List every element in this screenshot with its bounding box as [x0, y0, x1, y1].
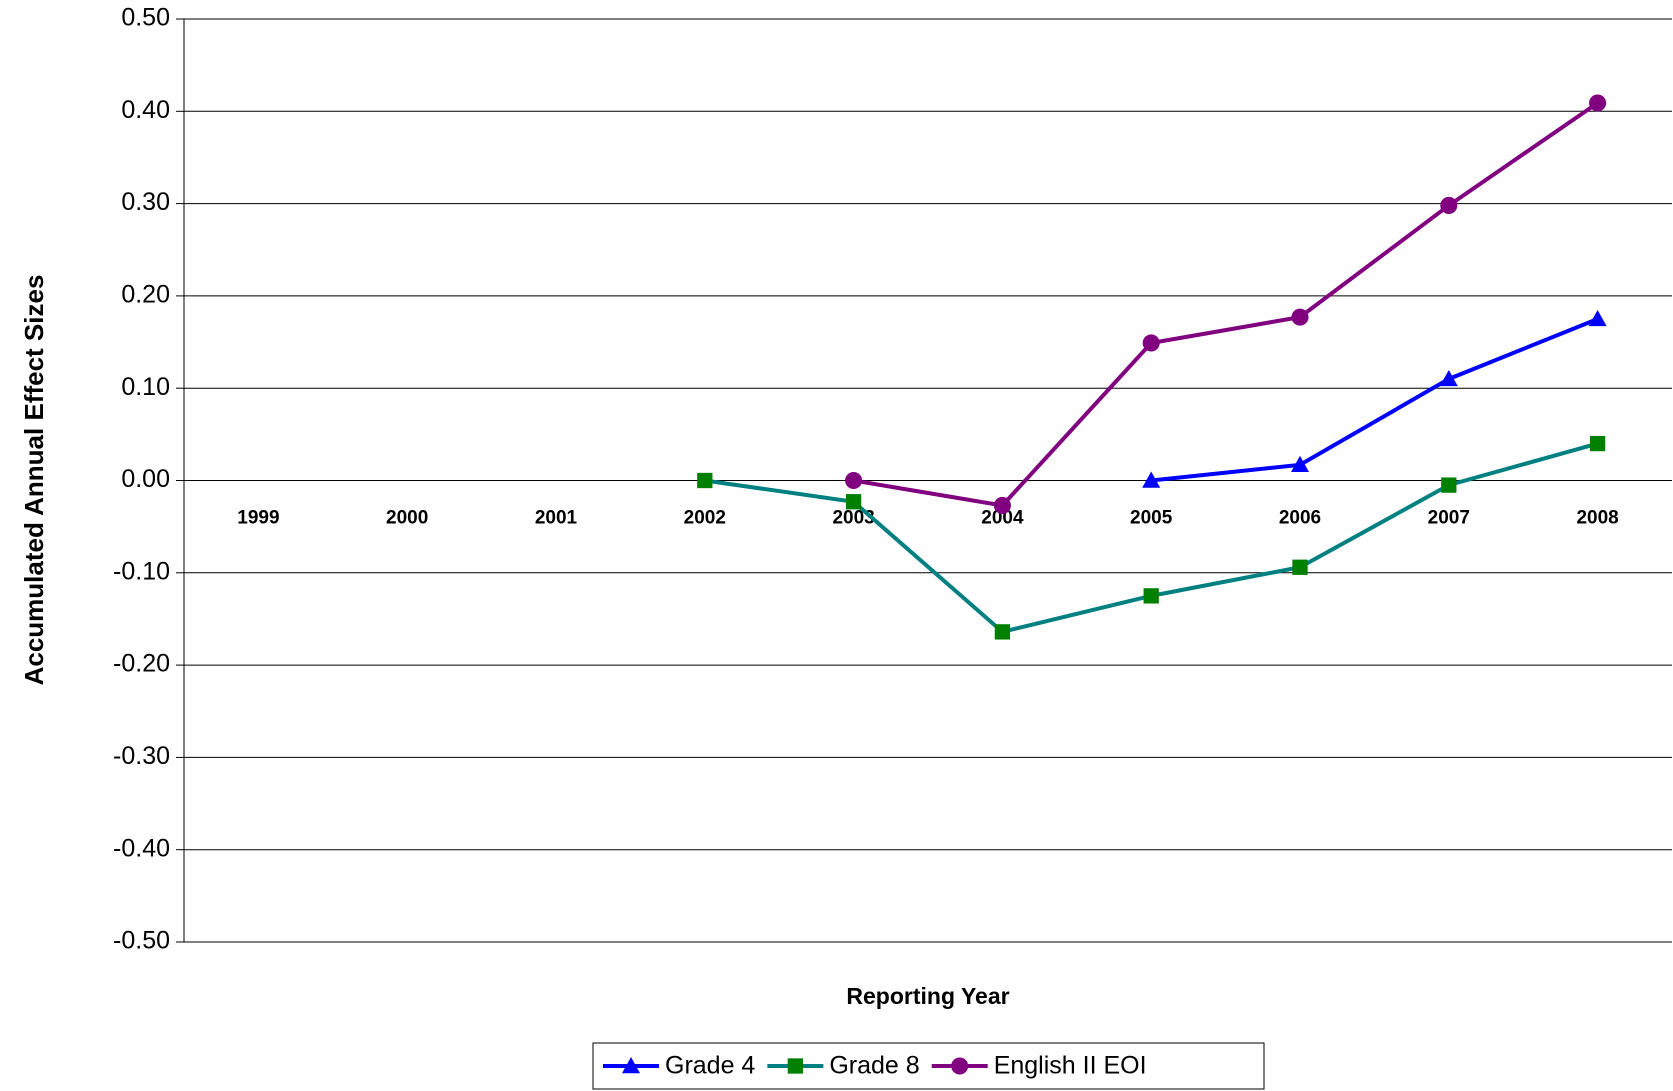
y-tick-label: 0.10 — [121, 373, 170, 401]
y-tick-label: -0.40 — [113, 834, 170, 862]
y-tick-label: 0.30 — [121, 188, 170, 216]
marker — [622, 1057, 640, 1074]
marker — [845, 471, 863, 490]
marker — [1143, 588, 1159, 604]
y-tick-label: 0.00 — [121, 465, 170, 493]
y-tick-label: 0.20 — [121, 281, 170, 309]
x-tick-label: 2007 — [1428, 508, 1470, 529]
marker — [1142, 334, 1160, 352]
x-tick-label: 2001 — [535, 508, 578, 529]
y-tick-label: -0.30 — [113, 742, 170, 770]
series-line — [1150, 317, 1599, 483]
y-tick-label: 0.50 — [121, 4, 170, 32]
marker — [1589, 94, 1607, 112]
x-tick-label: 2005 — [1130, 508, 1173, 529]
marker — [787, 1058, 803, 1074]
marker — [1588, 309, 1607, 327]
marker — [1142, 471, 1161, 488]
x-tick-label: 1999 — [237, 508, 279, 529]
x-tick-label: 2003 — [832, 508, 874, 529]
x-tick-label: 2000 — [386, 508, 428, 529]
marker — [994, 624, 1011, 640]
marker — [1589, 435, 1606, 452]
x-tick-label: 2006 — [1279, 508, 1321, 529]
y-tick-label: -0.20 — [113, 650, 170, 678]
y-tick-label: 0.40 — [121, 96, 170, 124]
marker — [697, 472, 713, 489]
marker — [1291, 308, 1309, 326]
x-tick-label: 2008 — [1576, 508, 1618, 529]
legend-label: Grade 4 — [665, 1052, 755, 1080]
marker — [1440, 196, 1458, 214]
marker — [845, 494, 862, 510]
marker — [1291, 455, 1309, 473]
legend-box — [592, 1042, 1265, 1090]
marker — [1441, 477, 1457, 493]
marker — [951, 1057, 969, 1075]
x-tick-label: 2004 — [981, 508, 1024, 529]
series-line — [853, 101, 1599, 508]
x-axis-title: Reporting Year — [846, 983, 1009, 1009]
legend-label: English II EOI — [994, 1052, 1147, 1080]
y-axis-title: Accumulated Annual Effect Sizes — [19, 275, 49, 686]
marker — [1292, 559, 1308, 575]
marker — [993, 496, 1011, 514]
marker — [1439, 369, 1458, 387]
legend-label: Grade 8 — [829, 1052, 919, 1080]
legend: Grade 4 Grade 8 English II EOI — [592, 1042, 1265, 1090]
y-tick-label: -0.10 — [113, 557, 170, 585]
y-tick-label: -0.50 — [113, 927, 170, 955]
x-tick-label: 2002 — [684, 508, 726, 529]
